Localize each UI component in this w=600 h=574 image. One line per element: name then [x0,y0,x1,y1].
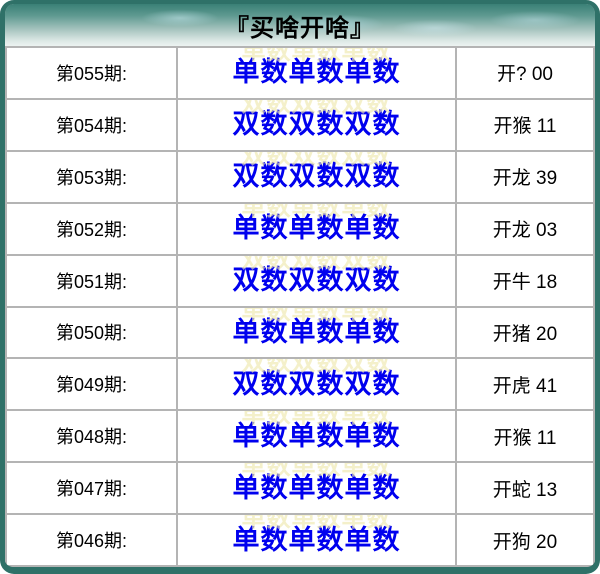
period-label: 第051期: [55,271,128,292]
pick-label: 双数双数双数 [232,161,401,192]
pick-label: 单数单数单数 [232,472,401,503]
period-label: 第052期: [55,219,128,240]
period-label: 第055期: [55,63,128,84]
result-cell: 开龙 03 [457,203,593,254]
result-cell: 开虎 41 [457,359,593,410]
pick-cell: 单数单数单数 单数单数单数 [178,411,455,462]
pick-cell: 单数单数单数 单数单数单数 [178,515,455,565]
period-label: 第053期: [55,167,128,188]
result-label: 开牛 18 [492,272,558,294]
pick-label: 单数单数单数 [232,213,401,244]
result-cell: 开猪 20 [457,307,593,358]
period-cell: 第049期: [7,359,176,410]
result-label: 开龙 03 [492,220,558,242]
result-cell: 开龙 39 [457,151,593,202]
period-cell: 第050期: [7,307,176,358]
pick-cell: 单数单数单数 单数单数单数 [178,203,455,254]
result-label: 开猴 11 [493,427,557,449]
pick-label: 单数单数单数 [232,524,401,555]
pick-label: 双数双数双数 [232,265,401,296]
result-cell: 开? 00 [457,48,593,98]
pick-label: 单数单数单数 [232,420,401,451]
result-label: 开虎 41 [492,375,558,397]
period-cell: 第054期: [7,99,176,150]
period-cell: 第053期: [7,151,176,202]
period-cell: 第047期: [7,463,176,514]
pick-label: 单数单数单数 [232,57,401,88]
result-label: 开蛇 13 [492,479,558,501]
period-cell: 第051期: [7,255,176,306]
pick-cell: 双数双数双数 双数双数双数 [178,151,455,202]
period-label: 第048期: [55,427,128,448]
period-cell: 第048期: [7,411,176,462]
pick-label: 单数单数单数 [232,316,401,347]
period-label: 第049期: [55,375,128,396]
period-label: 第046期: [55,531,128,552]
result-label: 开? 00 [497,64,553,86]
result-cell: 开牛 18 [457,255,593,306]
pick-label: 双数双数双数 [232,368,401,399]
period-cell: 第046期: [7,515,176,565]
panel-header: 『买啥开啥』 [5,4,595,46]
pick-cell: 双数双数双数 双数双数双数 [178,359,455,410]
pick-label: 双数双数双数 [232,109,401,140]
pick-cell: 单数单数单数 单数单数单数 [178,48,455,98]
period-label: 第047期: [55,479,128,500]
result-cell: 开猴 11 [457,411,593,462]
panel-title: 『买啥开啥』 [225,14,375,42]
pick-cell: 单数单数单数 单数单数单数 [178,463,455,514]
pick-cell: 双数双数双数 双数双数双数 [178,99,455,150]
result-label: 开狗 20 [492,531,558,553]
period-label: 第050期: [55,323,128,344]
pick-cell: 双数双数双数 双数双数双数 [178,255,455,306]
result-label: 开猪 20 [492,323,558,345]
result-cell: 开狗 20 [457,515,593,565]
period-cell: 第055期: [7,48,176,98]
result-label: 开猴 11 [493,116,557,138]
pick-cell: 单数单数单数 单数单数单数 [178,307,455,358]
result-cell: 开猴 11 [457,99,593,150]
result-cell: 开蛇 13 [457,463,593,514]
results-table: 第055期: 单数单数单数 单数单数单数 开? 00 第054期: 双数双数双数双… [5,46,595,567]
result-label: 开龙 39 [492,168,558,190]
period-label: 第054期: [55,115,128,136]
period-cell: 第052期: [7,203,176,254]
